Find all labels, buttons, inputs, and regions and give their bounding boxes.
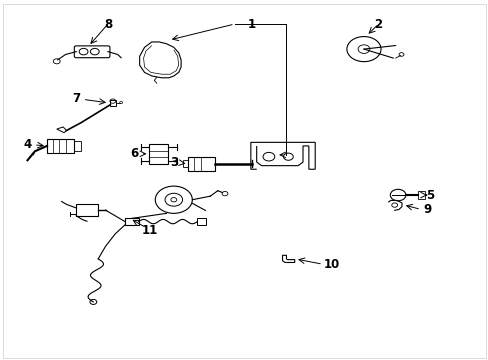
Text: 10: 10 — [324, 258, 340, 271]
Text: 7: 7 — [72, 92, 80, 105]
Text: 9: 9 — [422, 203, 430, 216]
Text: 4: 4 — [23, 138, 32, 151]
Text: 6: 6 — [130, 147, 139, 160]
Text: 3: 3 — [169, 156, 178, 169]
Text: 5: 5 — [425, 189, 433, 202]
Text: 8: 8 — [103, 18, 112, 31]
Text: 2: 2 — [374, 18, 382, 31]
Text: 11: 11 — [141, 224, 157, 237]
Text: 1: 1 — [247, 18, 255, 31]
